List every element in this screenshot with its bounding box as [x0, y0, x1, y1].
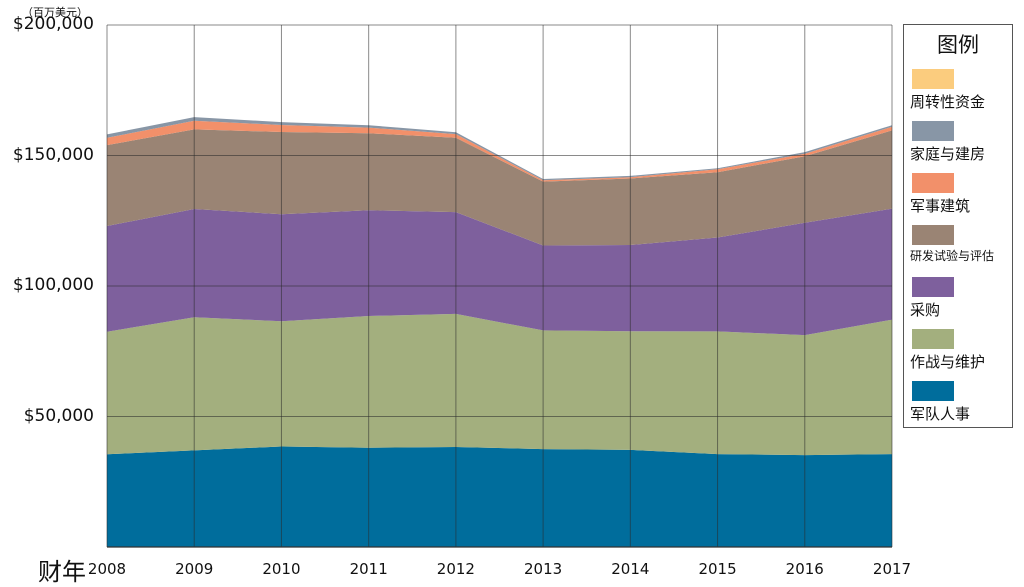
x-tick-label: 2017 — [872, 560, 912, 578]
area-series-2 — [107, 208, 892, 336]
x-tick-label: 2009 — [175, 560, 214, 578]
legend-label: 军事建筑 — [910, 197, 971, 215]
y-tick-label: $50,000 — [23, 405, 94, 426]
x-tick-label: 2014 — [611, 560, 650, 578]
legend-label: 周转性资金 — [910, 93, 986, 111]
legend-item: 研发试验与评估 — [910, 225, 1014, 264]
y-tick-label: $150,000 — [12, 144, 94, 165]
legend-swatch — [912, 69, 954, 89]
x-axis-label: 财年 — [38, 558, 86, 586]
legend-label: 采购 — [910, 301, 941, 319]
grid-layer — [106, 24, 893, 547]
x-tick-label: 2012 — [436, 560, 475, 578]
legend-item: 采购 — [910, 277, 1014, 320]
legend-swatch — [912, 329, 954, 349]
legend-label: 军队人事 — [910, 405, 971, 423]
area-series-0 — [107, 446, 892, 547]
legend-item: 作战与维护 — [910, 329, 1014, 372]
area-series-3 — [107, 129, 892, 246]
x-tick-label: 2010 — [262, 560, 301, 578]
legend-swatch — [912, 381, 954, 401]
legend-label: 家庭与建房 — [910, 145, 986, 163]
legend-item: 家庭与建房 — [910, 121, 1014, 164]
area-series-1 — [107, 313, 892, 456]
legend-label: 作战与维护 — [910, 353, 986, 371]
area-series-4 — [107, 120, 892, 182]
y-tick-label: $200,000 — [12, 14, 94, 34]
areas-layer — [107, 117, 892, 547]
legend-swatch — [912, 277, 954, 297]
legend-swatch — [912, 173, 954, 193]
legend-item: 军队人事 — [910, 381, 1014, 424]
x-tick-label: 2011 — [349, 560, 388, 578]
unit-label: （百万美元） — [22, 6, 88, 19]
legend-item: 周转性资金 — [910, 69, 1014, 112]
x-tick-label: 2008 — [87, 560, 127, 578]
legend-label: 研发试验与评估 — [910, 249, 995, 263]
x-tick-label: 2013 — [524, 560, 563, 578]
legend: 图例 周转性资金家庭与建房军事建筑研发试验与评估采购作战与维护军队人事 — [903, 24, 1013, 428]
x-tick-label: 2016 — [785, 560, 824, 578]
x-tick-label: 2015 — [698, 560, 737, 578]
legend-title: 图例 — [937, 33, 979, 57]
legend-item: 军事建筑 — [910, 173, 1014, 216]
legend-swatch — [912, 225, 954, 245]
y-tick-label: $100,000 — [12, 275, 94, 295]
legend-swatch — [912, 121, 954, 141]
